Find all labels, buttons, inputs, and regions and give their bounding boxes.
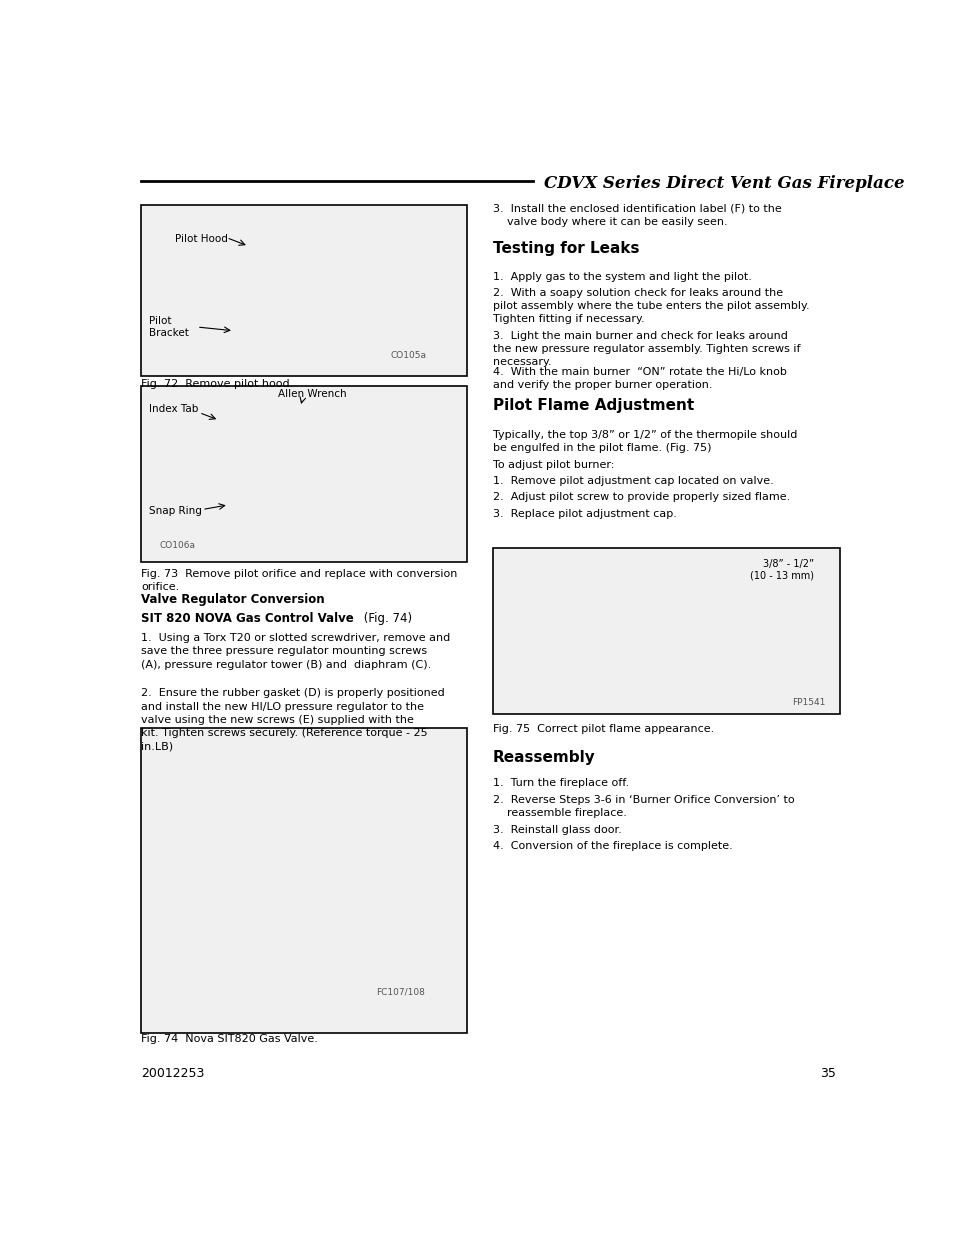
Text: Reassembly: Reassembly <box>492 750 595 766</box>
Text: FC107/108: FC107/108 <box>375 988 424 997</box>
Text: 3.  Reinstall glass door.: 3. Reinstall glass door. <box>492 825 620 835</box>
Text: 2.  With a soapy solution check for leaks around the
pilot assembly where the tu: 2. With a soapy solution check for leaks… <box>492 288 808 325</box>
Text: Fig. 73  Remove pilot orifice and replace with conversion
orifice.: Fig. 73 Remove pilot orifice and replace… <box>141 568 457 592</box>
Text: CO106a: CO106a <box>160 541 195 550</box>
Text: CO105a: CO105a <box>390 351 426 361</box>
Text: Testing for Leaks: Testing for Leaks <box>492 241 639 257</box>
Bar <box>141 385 466 562</box>
Text: Fig. 75  Correct pilot flame appearance.: Fig. 75 Correct pilot flame appearance. <box>492 724 713 734</box>
Text: 2.  Reverse Steps 3-6 in ‘Burner Orifice Conversion’ to
    reassemble fireplace: 2. Reverse Steps 3-6 in ‘Burner Orifice … <box>492 795 794 818</box>
Text: To adjust pilot burner:: To adjust pilot burner: <box>492 461 614 471</box>
Text: (Fig. 74): (Fig. 74) <box>359 613 412 625</box>
Text: 3.  Light the main burner and check for leaks around
the new pressure regulator : 3. Light the main burner and check for l… <box>492 331 800 367</box>
Text: Pilot Hood: Pilot Hood <box>174 233 228 243</box>
Text: 1.  Turn the fireplace off.: 1. Turn the fireplace off. <box>492 778 628 788</box>
Text: CDVX Series Direct Vent Gas Fireplace: CDVX Series Direct Vent Gas Fireplace <box>544 175 904 191</box>
Text: Allen Wrench: Allen Wrench <box>278 389 347 399</box>
Text: 3.  Install the enclosed identification label (F) to the
    valve body where it: 3. Install the enclosed identification l… <box>492 204 781 226</box>
Text: 35: 35 <box>820 1067 836 1081</box>
Text: Valve Regulator Conversion: Valve Regulator Conversion <box>141 593 325 606</box>
Text: Snap Ring: Snap Ring <box>149 506 201 516</box>
Text: 20012253: 20012253 <box>141 1067 205 1081</box>
Text: 3.  Replace pilot adjustment cap.: 3. Replace pilot adjustment cap. <box>492 509 676 519</box>
Text: Fig. 74  Nova SIT820 Gas Valve.: Fig. 74 Nova SIT820 Gas Valve. <box>141 1035 318 1045</box>
Text: Index Tab: Index Tab <box>149 404 198 414</box>
Text: SIT 820 NOVA Gas Control Valve: SIT 820 NOVA Gas Control Valve <box>141 613 354 625</box>
Text: 4.  With the main burner  “ON” rotate the Hi/Lo knob
and verify the proper burne: 4. With the main burner “ON” rotate the … <box>492 367 785 390</box>
Text: Pilot
Bracket: Pilot Bracket <box>149 316 189 338</box>
Text: Typically, the top 3/8” or 1/2” of the thermopile should
be engulfed in the pilo: Typically, the top 3/8” or 1/2” of the t… <box>492 430 796 453</box>
Text: 1.  Apply gas to the system and light the pilot.: 1. Apply gas to the system and light the… <box>492 272 751 282</box>
Text: 2.  Adjust pilot screw to provide properly sized flame.: 2. Adjust pilot screw to provide properl… <box>492 493 789 503</box>
Text: 4.  Conversion of the fireplace is complete.: 4. Conversion of the fireplace is comple… <box>492 841 732 851</box>
Text: FP1541: FP1541 <box>791 698 824 708</box>
Text: 2.  Ensure the rubber gasket (D) is properly positioned
and install the new HI/L: 2. Ensure the rubber gasket (D) is prope… <box>141 688 445 751</box>
Text: 3/8” - 1/2”
(10 - 13 mm): 3/8” - 1/2” (10 - 13 mm) <box>749 559 813 580</box>
Bar <box>492 547 840 714</box>
Text: 1.  Remove pilot adjustment cap located on valve.: 1. Remove pilot adjustment cap located o… <box>492 477 773 487</box>
Text: Fig. 72  Remove pilot hood.: Fig. 72 Remove pilot hood. <box>141 379 294 389</box>
Text: Pilot Flame Adjustment: Pilot Flame Adjustment <box>492 399 693 414</box>
Bar <box>141 205 466 377</box>
Bar <box>141 729 466 1032</box>
Text: 1.  Using a Torx T20 or slotted screwdriver, remove and
save the three pressure : 1. Using a Torx T20 or slotted screwdriv… <box>141 634 450 669</box>
